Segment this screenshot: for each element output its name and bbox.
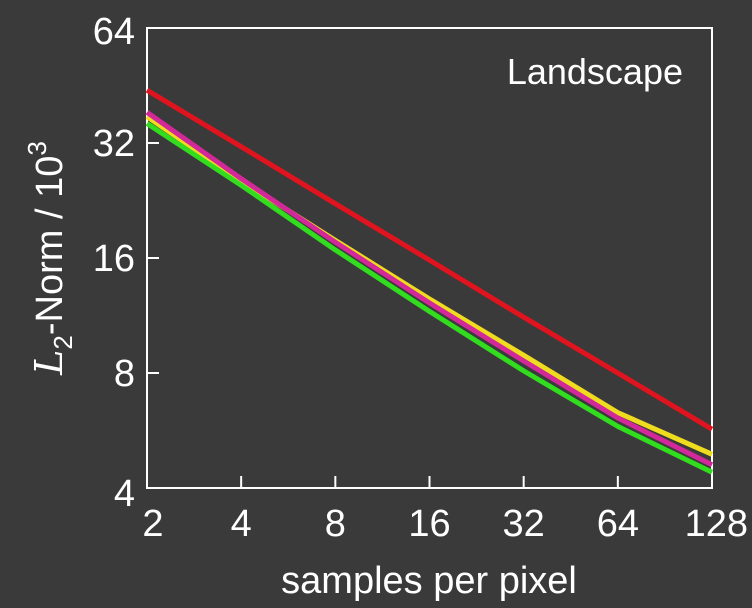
series-line-3 xyxy=(145,110,714,468)
y-axis-title-rest: -Norm / 10 xyxy=(29,156,71,335)
y-tick-label: 16 xyxy=(93,238,135,280)
y-tick-label: 8 xyxy=(114,353,135,395)
y-axis-title-superscript: 3 xyxy=(22,141,52,155)
x-tick-label: 16 xyxy=(408,503,450,545)
chart-annotation: Landscape xyxy=(507,51,683,92)
series-layer xyxy=(145,88,714,475)
series-line-1 xyxy=(145,88,714,432)
x-tick-label: 8 xyxy=(325,503,346,545)
y-tick-label: 4 xyxy=(114,473,135,515)
y-tick-label: 64 xyxy=(93,11,135,53)
y-axis-title-main: L xyxy=(27,350,71,376)
y-axis-title: L2-Norm / 103 xyxy=(22,141,78,376)
x-tick-label: 2 xyxy=(142,503,163,545)
x-tick-label: 64 xyxy=(597,503,639,545)
series-line-4 xyxy=(145,121,714,475)
y-axis-ticks: 4 8 16 32 64 xyxy=(93,11,159,515)
y-axis-title-subscript: 2 xyxy=(48,335,78,349)
x-axis-title: samples per pixel xyxy=(281,560,577,602)
x-tick-label: 32 xyxy=(503,503,545,545)
x-tick-label: 4 xyxy=(231,503,252,545)
x-tick-label: 128 xyxy=(685,503,748,545)
x-axis-ticks: 2 4 8 16 32 64 128 xyxy=(142,476,748,545)
y-tick-label: 32 xyxy=(93,123,135,165)
